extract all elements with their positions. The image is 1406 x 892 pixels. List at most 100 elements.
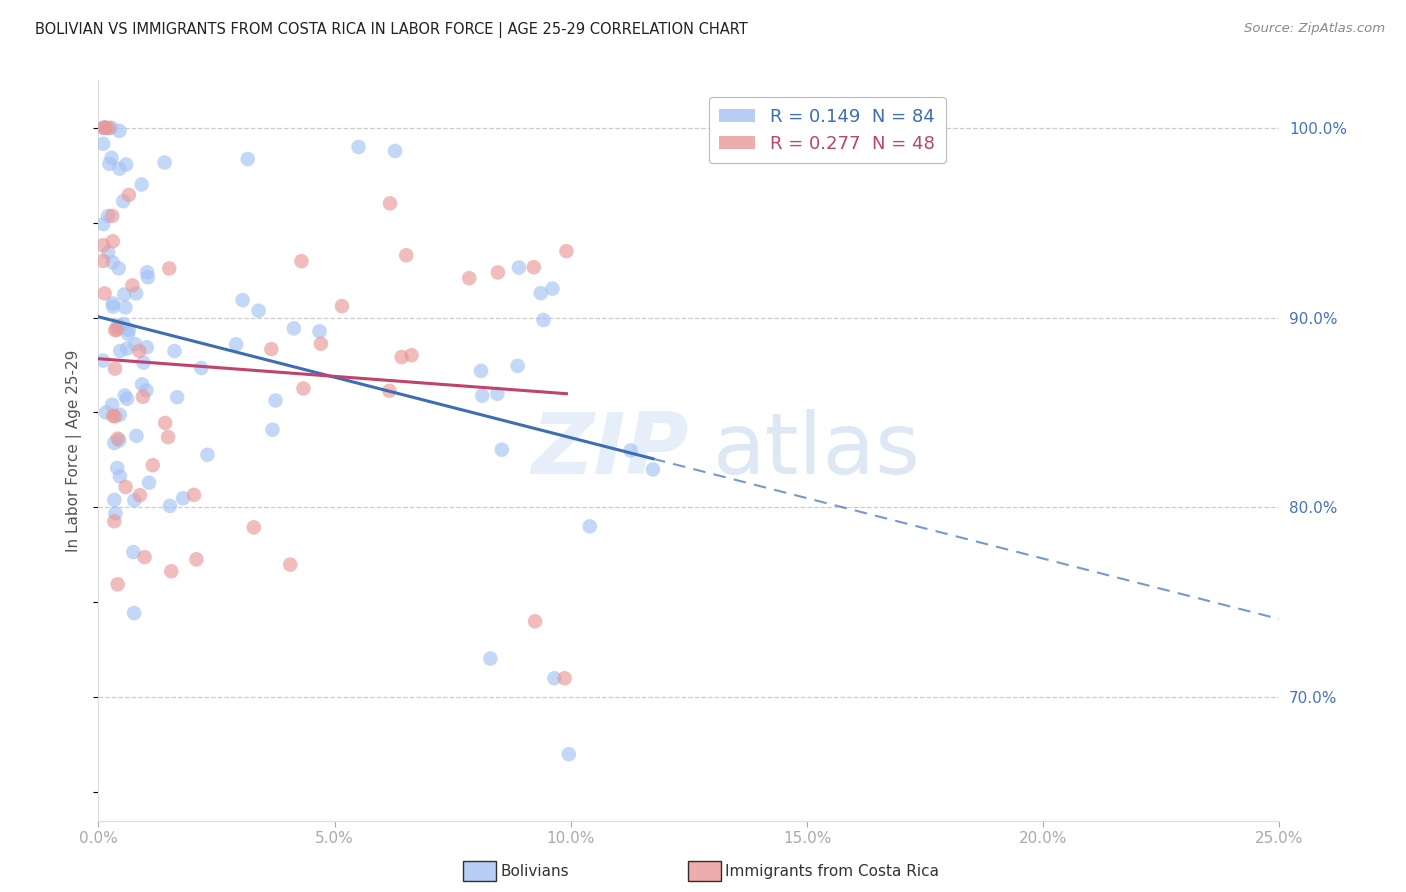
Text: Bolivians: Bolivians <box>501 864 569 879</box>
Point <box>491 442 513 457</box>
Point <box>136 265 159 279</box>
Point <box>190 361 212 376</box>
Point <box>128 343 150 358</box>
Point <box>135 340 157 354</box>
Point <box>101 398 124 412</box>
Point <box>347 140 370 154</box>
Point <box>166 390 188 404</box>
Point <box>131 178 153 192</box>
Point <box>93 120 115 135</box>
Point <box>157 261 180 276</box>
Point <box>108 318 131 333</box>
Point <box>91 238 114 252</box>
Point <box>107 261 129 276</box>
Point <box>471 389 494 403</box>
Point <box>132 356 155 370</box>
Point <box>108 408 131 422</box>
Point <box>124 493 146 508</box>
Point <box>378 196 401 211</box>
Point <box>555 244 578 259</box>
Point <box>115 157 138 171</box>
Point <box>108 434 131 448</box>
Point <box>225 337 247 351</box>
Point <box>163 344 186 359</box>
Point <box>103 436 125 450</box>
Point <box>114 480 136 494</box>
Point <box>391 350 413 364</box>
Point <box>101 209 124 223</box>
Point <box>101 255 124 269</box>
Text: Immigrants from Costa Rica: Immigrants from Costa Rica <box>725 864 939 879</box>
Point <box>153 416 176 430</box>
Point <box>290 254 312 268</box>
Point <box>112 287 135 301</box>
Text: ZIP: ZIP <box>531 409 689 492</box>
Point <box>101 235 124 249</box>
Point <box>100 120 122 135</box>
Point <box>530 286 553 301</box>
Point <box>115 342 138 356</box>
Point <box>105 323 128 337</box>
Text: Source: ZipAtlas.com: Source: ZipAtlas.com <box>1244 22 1385 36</box>
Point <box>172 491 194 506</box>
Point <box>104 409 127 424</box>
Point <box>91 254 114 268</box>
Point <box>262 423 284 437</box>
Point <box>114 388 136 402</box>
Point <box>138 475 160 490</box>
Point <box>107 577 129 591</box>
Point <box>104 361 127 376</box>
Point <box>91 120 114 135</box>
Point <box>395 248 418 262</box>
Point <box>132 390 155 404</box>
Point <box>103 514 125 528</box>
Point <box>91 136 114 151</box>
Point <box>97 209 120 223</box>
Legend: R = 0.149  N = 84, R = 0.277  N = 48: R = 0.149 N = 84, R = 0.277 N = 48 <box>709 96 946 163</box>
Point <box>523 260 546 275</box>
Point <box>558 747 581 762</box>
Point <box>508 260 530 275</box>
Point <box>122 545 145 559</box>
Point <box>160 564 183 578</box>
Point <box>153 155 176 169</box>
Point <box>486 265 509 279</box>
Point <box>264 393 287 408</box>
Point <box>112 194 135 209</box>
Point <box>104 323 127 337</box>
Point <box>486 387 509 401</box>
Point <box>134 550 156 565</box>
Point <box>108 469 131 483</box>
Point <box>197 448 219 462</box>
Point <box>101 409 124 423</box>
Point <box>136 270 159 285</box>
Text: atlas: atlas <box>713 409 921 492</box>
Point <box>186 552 208 566</box>
Point <box>93 286 115 301</box>
Point <box>135 384 157 398</box>
Point <box>91 217 114 231</box>
Point <box>283 321 305 335</box>
Point <box>122 606 145 620</box>
Point <box>378 384 401 398</box>
Point <box>524 615 547 629</box>
Y-axis label: In Labor Force | Age 25-29: In Labor Force | Age 25-29 <box>66 350 83 551</box>
Point <box>104 506 127 520</box>
Point <box>103 492 125 507</box>
Point <box>107 319 129 334</box>
Point <box>458 271 481 285</box>
Point <box>308 324 330 338</box>
Point <box>101 296 124 310</box>
Point <box>101 300 124 314</box>
Point <box>94 405 117 419</box>
Point <box>105 461 128 475</box>
Point <box>292 381 315 395</box>
Point <box>112 317 135 331</box>
Point <box>117 326 139 341</box>
Point <box>94 120 117 135</box>
Point <box>506 359 529 373</box>
Point <box>232 293 254 307</box>
Point <box>554 671 576 685</box>
Point <box>309 336 332 351</box>
Point <box>479 651 502 665</box>
